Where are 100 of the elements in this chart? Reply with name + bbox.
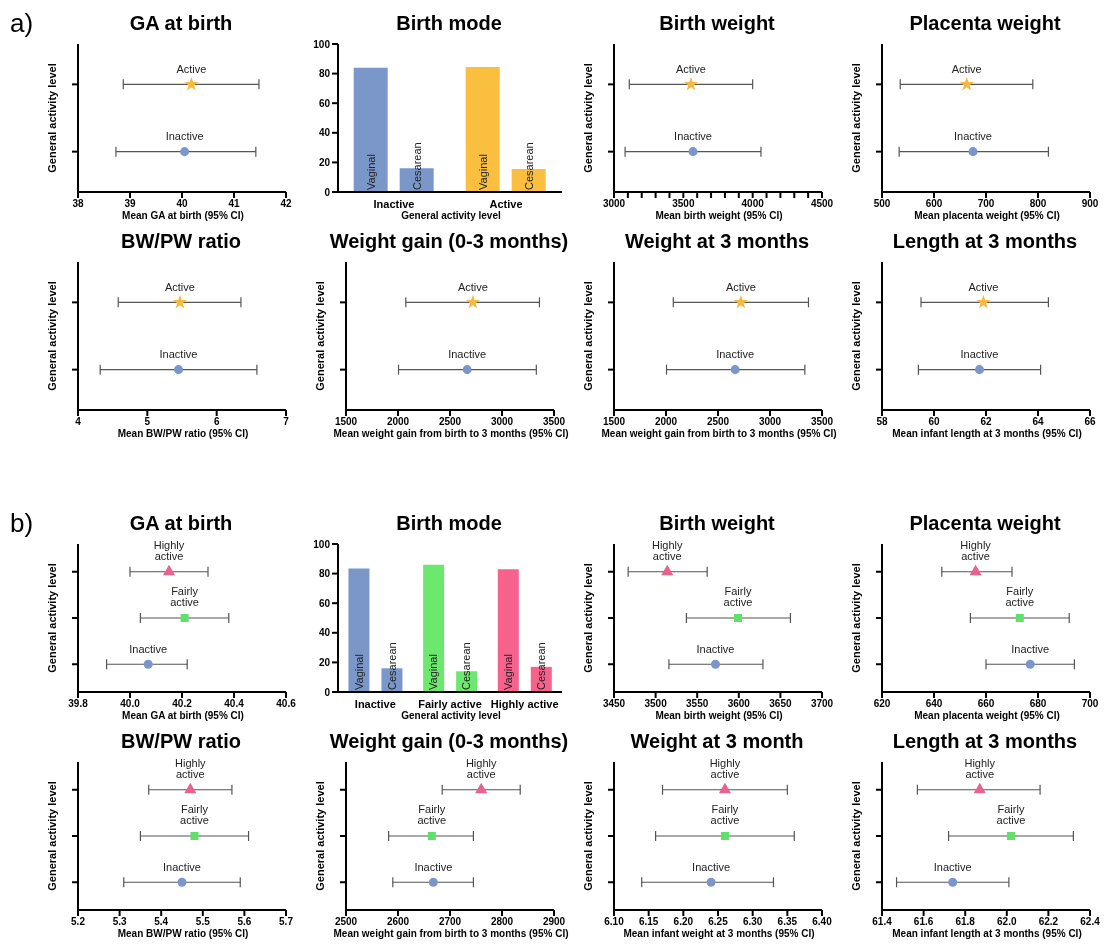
x-tick-label: 60: [928, 416, 940, 428]
x-tick-label: 6: [213, 416, 220, 428]
series-label: Active: [951, 62, 982, 75]
x-tick-label: 38: [72, 198, 84, 210]
series-label: Fairly active: [723, 585, 753, 609]
y-tick-label: 40: [318, 627, 331, 639]
x-tick-label: 6.20: [673, 916, 694, 928]
y-tick-label: 80: [318, 68, 331, 80]
x-axis-title: Mean BW/PW ratio (95% CI): [116, 928, 250, 939]
x-tick-label: 3000: [758, 416, 782, 428]
series-label: Fairly active: [1005, 585, 1035, 609]
chart-title: GA at birth: [128, 11, 234, 36]
x-axis-title: Mean infant weight at 3 months (95% CI): [622, 928, 816, 939]
x-tick-label: 3550: [686, 698, 709, 710]
y-tick-label: 100: [313, 38, 331, 50]
x-tick-label: 2000: [654, 416, 678, 428]
x-tick-label: 3500: [644, 698, 668, 710]
series-label: Active: [176, 62, 207, 75]
y-axis-title: General activity level: [313, 781, 326, 891]
y-axis-title: General activity level: [45, 281, 58, 391]
chart-title: Weight at 3 month: [629, 729, 805, 754]
x-tick-label: 900: [1081, 198, 1099, 210]
x-tick-label: Active: [489, 197, 523, 210]
x-tick-label: 4000: [741, 198, 765, 210]
x-tick-label: 62: [980, 416, 992, 428]
x-tick-label: 2500: [706, 416, 730, 428]
x-tick-label: 2000: [386, 416, 410, 428]
text: b): [10, 508, 34, 539]
x-axis-title: Mean infant length at 3 months (95% CI): [891, 428, 1083, 439]
x-tick-label: 700: [977, 198, 995, 210]
x-tick-label: 660: [977, 698, 995, 710]
x-tick-label: 5.5: [195, 916, 211, 928]
chart-title: Length at 3 months: [891, 229, 1079, 254]
series-label: Highly active: [175, 757, 207, 781]
series-label: Highly active: [153, 539, 185, 563]
x-tick-label: 6.10: [604, 916, 625, 928]
y-tick-label: 60: [318, 597, 331, 609]
x-tick-label: 5.2: [71, 916, 86, 928]
x-tick-label: 40: [176, 198, 188, 210]
x-tick-label: 2800: [490, 916, 514, 928]
x-tick-label: Inactive: [373, 197, 415, 210]
x-tick-label: 1500: [602, 416, 626, 428]
y-tick-label: 60: [318, 97, 331, 109]
x-tick-label: 3000: [602, 198, 626, 210]
series-label: Highly active: [964, 757, 996, 781]
series-label: Inactive: [674, 130, 712, 143]
series-label: Inactive: [716, 348, 755, 361]
chart-title: Weight gain (0-3 months): [328, 729, 570, 754]
x-tick-label: 6.15: [638, 916, 659, 928]
text: Cesarean: [410, 142, 423, 190]
chart-title: Birth mode: [395, 11, 503, 36]
x-tick-label: 500: [873, 198, 891, 210]
chart-title: BW/PW ratio: [120, 229, 242, 254]
x-tick-label: 6.25: [708, 916, 729, 928]
text: Vaginal: [476, 154, 489, 190]
x-tick-label: 1500: [334, 416, 358, 428]
chart-title: Weight gain (0-3 months): [328, 229, 570, 254]
x-tick-label: 39: [124, 198, 136, 210]
series-label: Inactive: [1011, 642, 1050, 655]
y-axis-title: General activity level: [849, 281, 862, 391]
x-axis-title: Mean infant length at 3 months (95% CI): [891, 928, 1083, 939]
x-tick-label: 61.8: [955, 916, 976, 928]
x-tick-label: 2600: [386, 916, 410, 928]
series-label: Fairly active: [996, 803, 1026, 827]
series-label: Vaginal: [352, 654, 365, 690]
text: Cesarean: [535, 642, 548, 690]
x-tick-label: 7: [283, 416, 290, 428]
x-tick-label: 4: [75, 416, 82, 428]
series-label: Inactive: [696, 642, 735, 655]
x-tick-label: 3500: [672, 198, 695, 210]
x-tick-label: 39.8: [68, 698, 89, 710]
series-label: Inactive: [414, 860, 453, 873]
series-label: Inactive: [129, 642, 168, 655]
x-tick-label: 41: [228, 198, 240, 210]
chart-title: Weight at 3 months: [623, 229, 811, 254]
series-label: Highly active: [960, 539, 992, 563]
y-tick-label: 0: [324, 686, 331, 698]
x-tick-label: 3000: [490, 416, 514, 428]
x-tick-label: 66: [1084, 416, 1096, 428]
y-tick-label: 100: [313, 538, 331, 550]
chart-title: BW/PW ratio: [120, 729, 242, 754]
x-tick-label: 6.30: [742, 916, 763, 928]
x-tick-label: 800: [1029, 198, 1047, 210]
x-tick-label: 6.35: [777, 916, 798, 928]
x-tick-label: 4500: [810, 198, 834, 210]
series-label: Inactive: [692, 860, 731, 873]
x-tick-label: 640: [925, 698, 943, 710]
series-label: Highly active: [465, 757, 497, 781]
x-tick-label: 2900: [542, 916, 566, 928]
x-tick-label: 2700: [438, 916, 462, 928]
chart-title: Length at 3 months: [891, 729, 1079, 754]
y-tick-label: 20: [318, 156, 331, 168]
x-tick-label: 40.4: [224, 698, 245, 710]
x-tick-label: 2500: [438, 416, 462, 428]
x-tick-label: 40.0: [120, 698, 141, 710]
x-axis-title: Mean weight gain from birth to 3 months (95% CI): [332, 928, 570, 939]
x-axis-title: Mean birth weight (95% CI): [654, 710, 784, 721]
series-label: Vaginal: [364, 154, 377, 190]
x-tick-label: 40.2: [172, 698, 193, 710]
x-tick-label: 61.6: [913, 916, 934, 928]
